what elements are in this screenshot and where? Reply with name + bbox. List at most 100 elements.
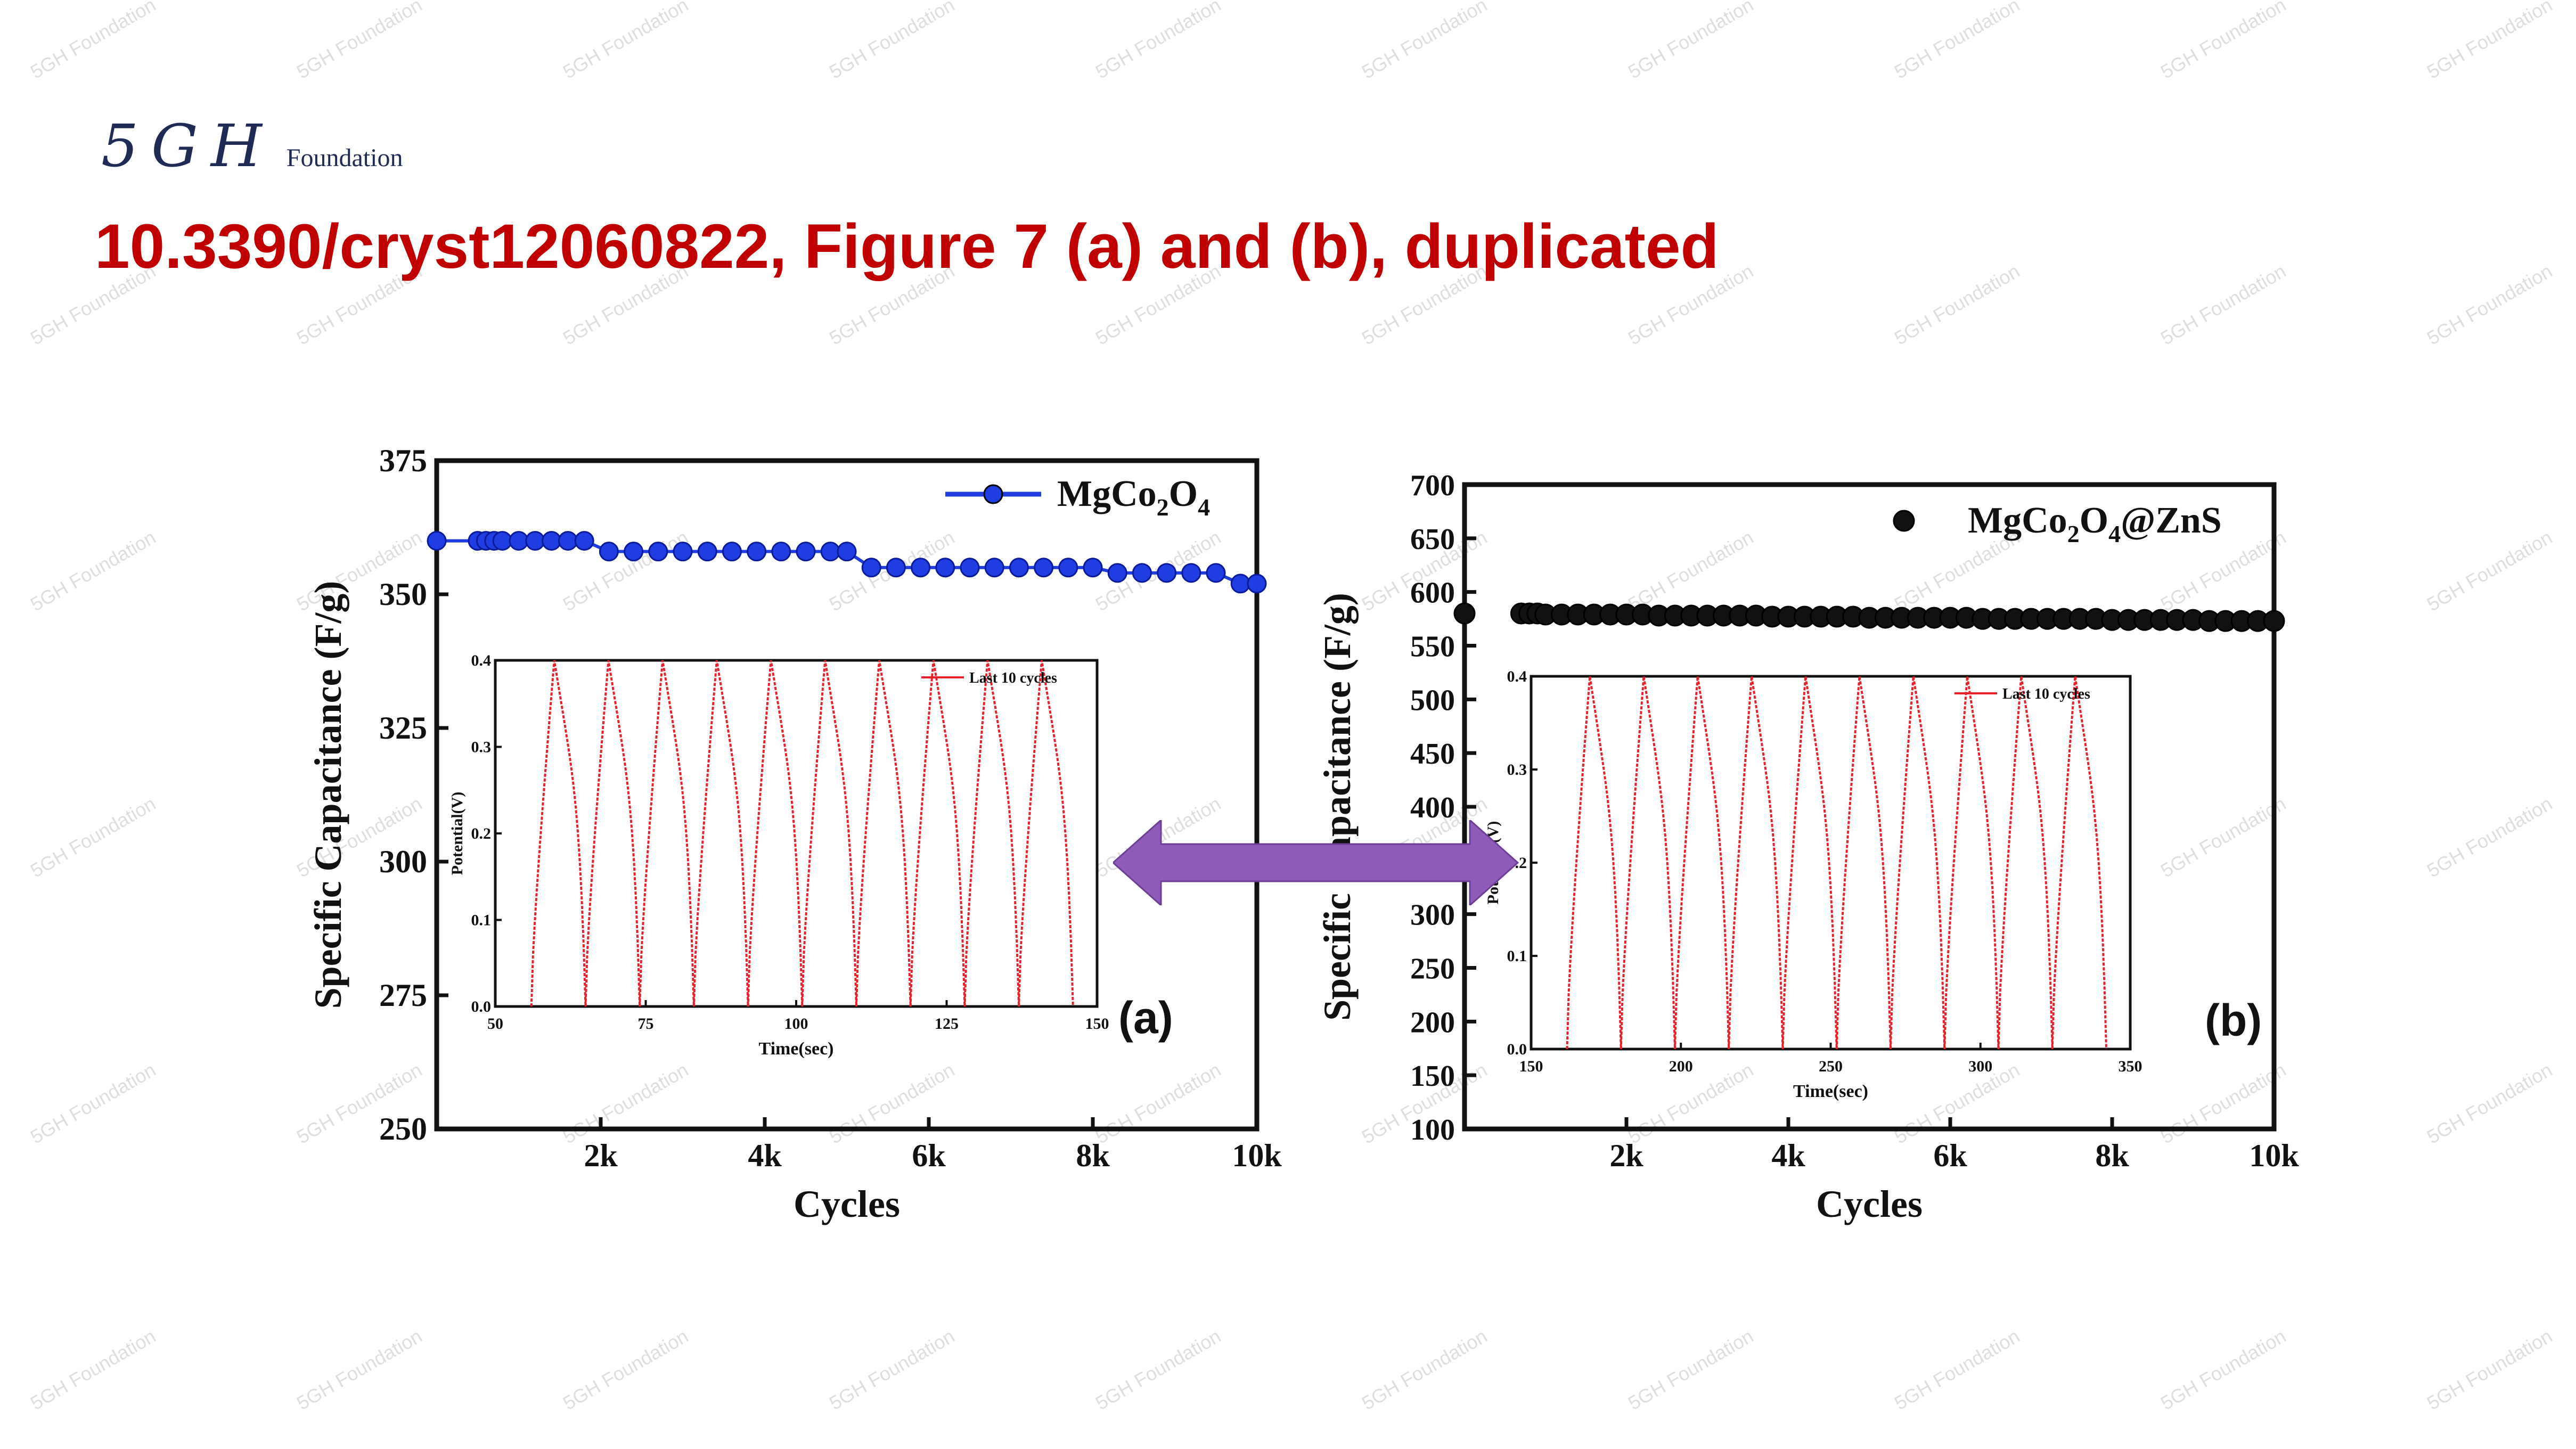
legend-label: MgCo2O4 xyxy=(1057,473,1210,521)
panel-label: (b) xyxy=(2205,995,2262,1045)
legend-subscript: 2 xyxy=(1157,494,1169,521)
y-tick-label: 250 xyxy=(379,1111,427,1147)
x-tick-label: 10k xyxy=(1232,1138,1282,1173)
data-point xyxy=(1058,558,1078,578)
y-tick-label: 400 xyxy=(1410,791,1455,824)
watermark-text: 5GH Foundation xyxy=(559,1324,692,1414)
watermark-text: 5GH Foundation xyxy=(27,1058,160,1148)
data-point xyxy=(1009,558,1029,578)
data-point xyxy=(509,531,529,551)
data-point xyxy=(796,542,816,562)
data-point xyxy=(697,542,717,562)
foundation-logo: 5GH Foundation xyxy=(101,112,403,180)
y-tick-label: 600 xyxy=(1410,577,1455,610)
x-tick-label: 4k xyxy=(1771,1138,1805,1173)
watermark-text: 5GH Foundation xyxy=(1891,0,2024,83)
legend-text: MgCo xyxy=(1057,473,1157,514)
page-title: 10.3390/cryst12060822, Figure 7 (a) and … xyxy=(95,211,1719,282)
legend-subscript: 4 xyxy=(1198,494,1210,521)
inset-x-tick-label: 50 xyxy=(487,1015,503,1033)
y-tick-label: 500 xyxy=(1410,684,1455,717)
x-axis-label: Cycles xyxy=(1816,1183,1923,1225)
inset-x-tick-label: 100 xyxy=(784,1015,808,1033)
inset-y-tick-label: 0.1 xyxy=(471,912,492,929)
inset-legend-label: Last 10 cycles xyxy=(969,670,1057,686)
x-axis-label: Cycles xyxy=(794,1183,900,1225)
y-tick-label: 325 xyxy=(379,710,427,746)
data-point xyxy=(525,531,545,551)
inset-x-axis-label: Time(sec) xyxy=(1793,1082,1868,1101)
data-point xyxy=(747,542,767,562)
inset-y-tick-label: 0.1 xyxy=(1507,947,1527,965)
watermark-text: 5GH Foundation xyxy=(1092,1324,1225,1414)
data-point xyxy=(1181,563,1201,583)
data-point xyxy=(427,531,447,551)
watermark-text: 5GH Foundation xyxy=(2423,526,2556,616)
y-axis-label: Specific Capacitance (F/g) xyxy=(1316,593,1359,1021)
legend-subscript: 2 xyxy=(2067,520,2080,547)
data-point xyxy=(1132,563,1152,583)
inset-x-tick-label: 125 xyxy=(935,1015,959,1033)
data-point xyxy=(935,558,955,578)
y-tick-label: 350 xyxy=(379,577,427,612)
watermark-text: 5GH Foundation xyxy=(1624,1324,1757,1414)
double-arrow-icon xyxy=(1113,820,1519,905)
inset-y-tick-label: 0.0 xyxy=(1507,1041,1527,1058)
legend-label: MgCo2O4@ZnS xyxy=(1968,500,2222,547)
y-tick-label: 250 xyxy=(1410,953,1455,986)
watermark-text: 5GH Foundation xyxy=(825,1324,959,1414)
data-point xyxy=(1230,574,1250,594)
x-tick-label: 2k xyxy=(1609,1138,1643,1173)
inset-y-tick-label: 0.4 xyxy=(471,652,492,669)
watermark-text: 5GH Foundation xyxy=(2157,0,2290,83)
data-point xyxy=(837,542,857,562)
legend-text: MgCo xyxy=(1968,500,2067,541)
legend-text: @ZnS xyxy=(2121,500,2222,541)
inset-x-tick-label: 350 xyxy=(2119,1058,2142,1075)
y-tick-label: 450 xyxy=(1410,738,1455,771)
watermark-text: 5GH Foundation xyxy=(559,0,692,83)
inset-x-axis-label: Time(sec) xyxy=(759,1039,834,1059)
data-point xyxy=(886,558,906,578)
data-point xyxy=(1107,563,1127,583)
data-point xyxy=(648,542,668,562)
watermark-text: 5GH Foundation xyxy=(2157,259,2290,349)
y-axis-label: Specific Capacitance (F/g) xyxy=(307,581,349,1009)
data-point xyxy=(542,531,562,551)
watermark-text: 5GH Foundation xyxy=(2423,792,2556,882)
y-tick-label: 300 xyxy=(379,844,427,879)
data-point xyxy=(911,558,931,578)
data-point xyxy=(861,558,881,578)
x-tick-label: 10k xyxy=(2249,1138,2299,1173)
data-point xyxy=(1034,558,1054,578)
watermark-text: 5GH Foundation xyxy=(293,1324,426,1414)
data-point xyxy=(599,542,619,562)
inset-x-tick-label: 150 xyxy=(1085,1015,1109,1033)
watermark-text: 5GH Foundation xyxy=(2423,1324,2556,1414)
data-point xyxy=(558,531,578,551)
inset-x-tick-label: 250 xyxy=(1819,1058,1843,1075)
x-tick-label: 2k xyxy=(584,1138,618,1173)
watermark-text: 5GH Foundation xyxy=(1624,0,1757,83)
double-arrow-shape xyxy=(1113,820,1519,905)
inset-y-tick-label: 0.0 xyxy=(471,998,492,1016)
watermark-text: 5GH Foundation xyxy=(27,0,160,83)
x-tick-label: 6k xyxy=(912,1138,946,1173)
inset-x-tick-label: 200 xyxy=(1669,1058,1693,1075)
watermark-text: 5GH Foundation xyxy=(2423,0,2556,83)
watermark-text: 5GH Foundation xyxy=(27,792,160,882)
legend-marker xyxy=(1893,510,1915,532)
legend-text: O xyxy=(2080,500,2108,541)
data-point xyxy=(574,531,594,551)
inset-x-tick-label: 75 xyxy=(638,1015,654,1033)
logo-wordmark: Foundation xyxy=(286,144,403,172)
x-tick-label: 8k xyxy=(1076,1138,1110,1173)
legend-text: O xyxy=(1169,473,1198,514)
panel-label: (a) xyxy=(1118,993,1173,1043)
inset-y-tick-label: 0.4 xyxy=(1507,668,1527,685)
inset-y-tick-label: 0.2 xyxy=(471,825,492,842)
data-point xyxy=(820,542,840,562)
data-point xyxy=(984,558,1004,578)
data-point xyxy=(1083,558,1103,578)
plot-frame xyxy=(434,458,1260,1132)
